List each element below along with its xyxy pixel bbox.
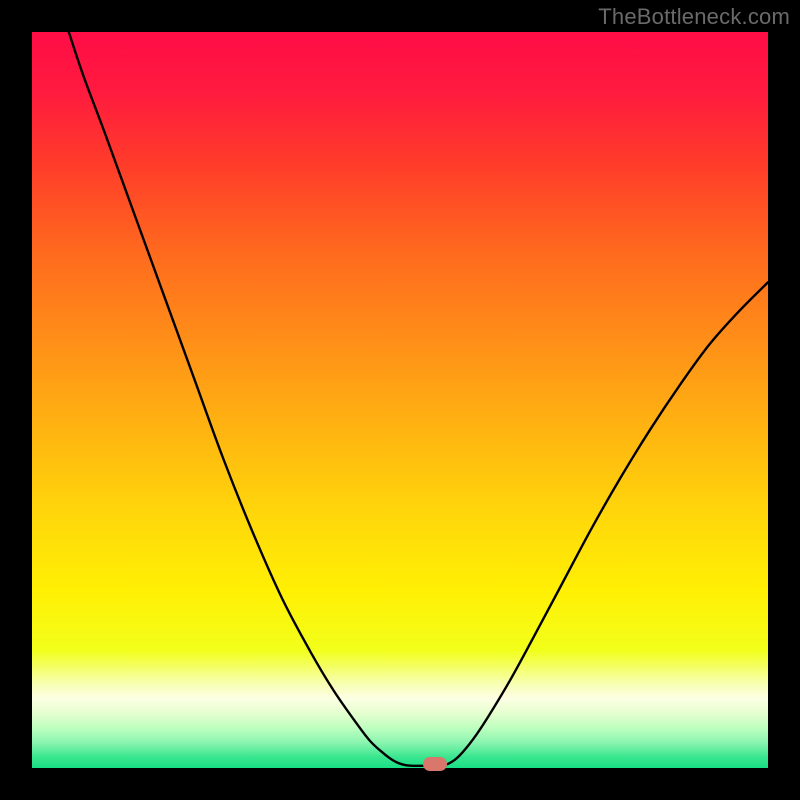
watermark-text: TheBottleneck.com <box>598 4 790 30</box>
stage: TheBottleneck.com <box>0 0 800 800</box>
optimum-marker <box>423 757 447 771</box>
bottleneck-curve <box>69 32 768 766</box>
curve-layer <box>32 32 768 768</box>
plot-area <box>32 32 768 768</box>
